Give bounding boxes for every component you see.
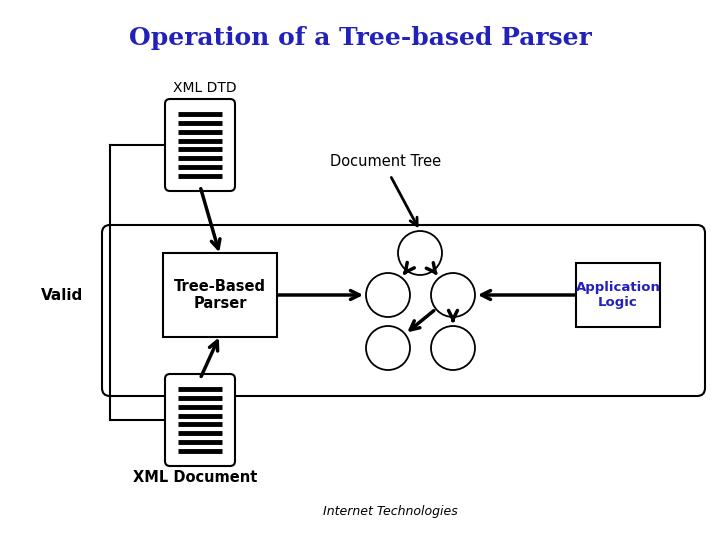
Circle shape bbox=[431, 326, 475, 370]
FancyBboxPatch shape bbox=[576, 263, 660, 327]
Text: Tree-Based
Parser: Tree-Based Parser bbox=[174, 279, 266, 311]
Circle shape bbox=[366, 326, 410, 370]
Text: Application
Logic: Application Logic bbox=[575, 281, 660, 309]
Text: Internet Technologies: Internet Technologies bbox=[323, 505, 457, 518]
Text: XML DTD: XML DTD bbox=[174, 81, 237, 95]
Circle shape bbox=[431, 273, 475, 317]
Text: Document Tree: Document Tree bbox=[330, 154, 441, 170]
Text: Valid: Valid bbox=[41, 287, 83, 302]
FancyBboxPatch shape bbox=[102, 225, 705, 396]
Circle shape bbox=[398, 231, 442, 275]
FancyBboxPatch shape bbox=[165, 99, 235, 191]
FancyBboxPatch shape bbox=[165, 374, 235, 466]
Text: Operation of a Tree-based Parser: Operation of a Tree-based Parser bbox=[129, 26, 591, 50]
FancyBboxPatch shape bbox=[163, 253, 277, 337]
Circle shape bbox=[366, 273, 410, 317]
Text: XML Document: XML Document bbox=[132, 469, 257, 484]
